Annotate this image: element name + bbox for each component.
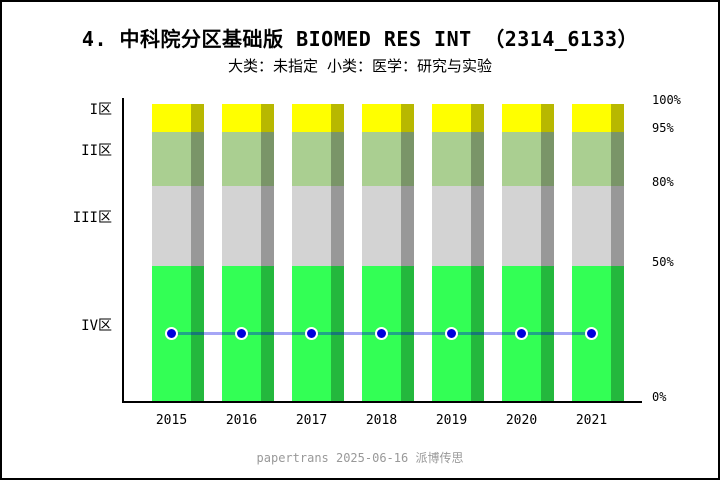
right-tick-95%: 95% [652, 121, 674, 135]
bar-shade-strip-2017 [331, 104, 344, 401]
trend-line-segment [521, 332, 592, 335]
data-dot-2018 [375, 327, 388, 340]
data-dot-2017 [305, 327, 318, 340]
x-axis-line [122, 401, 642, 403]
bar-shade-strip-2020 [541, 104, 554, 401]
bar-shade-strip-2015 [191, 104, 204, 401]
bar-segment-2017-I区 [292, 104, 344, 132]
data-dot-2015 [165, 327, 178, 340]
bar-segment-2018-III区 [362, 186, 414, 266]
trend-line-segment [381, 332, 452, 335]
data-dot-2020 [515, 327, 528, 340]
x-axis-year-label-2021: 2021 [575, 413, 608, 428]
bar-segment-2015-III区 [152, 186, 204, 266]
y-axis-zone-label-IV区: IV区 [81, 317, 112, 334]
bar-segment-2016-I区 [222, 104, 274, 132]
bar-segment-2017-III区 [292, 186, 344, 266]
bar-segment-2021-II区 [572, 132, 624, 186]
bar-shade-strip-2016 [261, 104, 274, 401]
bar-segment-2020-II区 [502, 132, 554, 186]
trend-line-segment [241, 332, 312, 335]
right-tick-0%: 0% [652, 390, 667, 404]
y-axis-line [122, 98, 124, 403]
bar-segment-2018-II区 [362, 132, 414, 186]
chart-title: 4. 中科院分区基础版 BIOMED RES INT （2314_6133） [81, 27, 639, 51]
bar-segment-2021-IV区 [572, 266, 624, 401]
bar-segment-2019-III区 [432, 186, 484, 266]
bar-segment-2018-I区 [362, 104, 414, 132]
x-axis-year-label-2016: 2016 [225, 413, 258, 428]
bar-shade-strip-2019 [471, 104, 484, 401]
bar-segment-2021-III区 [572, 186, 624, 266]
bar-segment-2015-II区 [152, 132, 204, 186]
bar-segment-2020-III区 [502, 186, 554, 266]
trend-line-segment [311, 332, 382, 335]
bar-shade-strip-2021 [611, 104, 624, 401]
data-dot-2019 [445, 327, 458, 340]
x-axis-year-label-2018: 2018 [365, 413, 398, 428]
right-tick-80%: 80% [652, 175, 674, 189]
bar-segment-2020-IV区 [502, 266, 554, 401]
data-dot-2021 [585, 327, 598, 340]
bar-segment-2016-III区 [222, 186, 274, 266]
right-tick-100%: 100% [652, 93, 681, 107]
data-dot-2016 [235, 327, 248, 340]
y-axis-zone-label-I区: I区 [89, 102, 112, 118]
bar-segment-2016-II区 [222, 132, 274, 186]
bar-segment-2015-I区 [152, 104, 204, 132]
x-axis-year-label-2020: 2020 [505, 413, 538, 428]
y-axis-zone-label-III区: III区 [72, 210, 112, 226]
bar-segment-2016-IV区 [222, 266, 274, 401]
x-axis-year-label-2017: 2017 [295, 413, 328, 428]
trend-line-segment [171, 332, 242, 335]
chart-subtitle: 大类：未指定 小类：医学：研究与实验 [227, 57, 493, 75]
bar-shade-strip-2018 [401, 104, 414, 401]
bar-segment-2015-IV区 [152, 266, 204, 401]
right-tick-50%: 50% [652, 255, 674, 269]
bar-segment-2017-IV区 [292, 266, 344, 401]
bar-segment-2021-I区 [572, 104, 624, 132]
bar-segment-2019-II区 [432, 132, 484, 186]
bar-segment-2019-IV区 [432, 266, 484, 401]
bar-segment-2017-II区 [292, 132, 344, 186]
y-axis-zone-label-II区: II区 [81, 143, 112, 159]
footer-watermark: papertrans 2025-06-16 派博传思 [256, 451, 464, 465]
bar-segment-2018-IV区 [362, 266, 414, 401]
x-axis-year-label-2015: 2015 [155, 413, 188, 428]
trend-line-segment [451, 332, 522, 335]
bar-segment-2020-I区 [502, 104, 554, 132]
bar-segment-2019-I区 [432, 104, 484, 132]
x-axis-year-label-2019: 2019 [435, 413, 468, 428]
